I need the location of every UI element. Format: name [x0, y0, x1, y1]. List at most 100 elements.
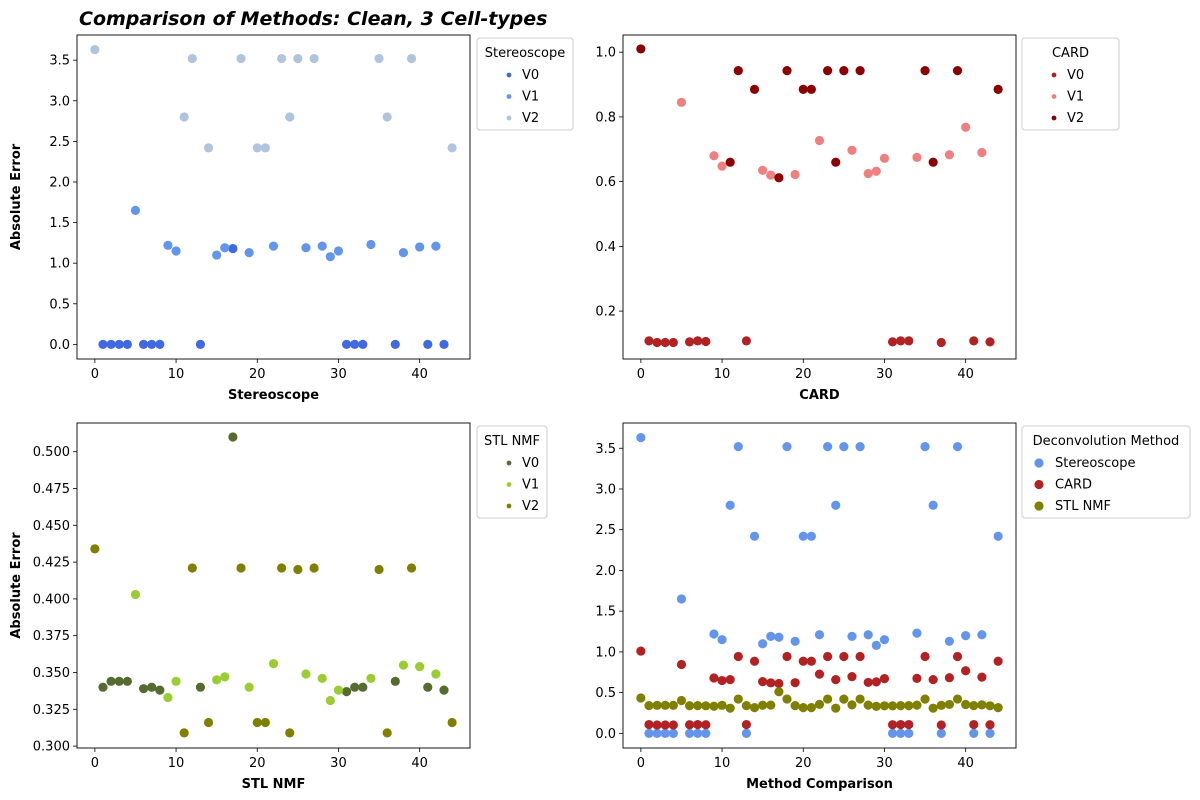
data-point: [863, 700, 873, 710]
data-point: [896, 728, 906, 738]
data-point: [130, 205, 141, 215]
data-point: [961, 122, 971, 132]
data-point: [806, 531, 816, 541]
legend-entry-label: V1: [522, 90, 539, 105]
data-point: [693, 701, 703, 711]
y-tick-label: 0.6: [595, 175, 616, 190]
data-point: [709, 701, 719, 711]
data-point: [341, 687, 352, 697]
y-axis-label: Absolute Error: [9, 143, 24, 250]
legend-frame: [476, 37, 574, 131]
y-tick-label: 3.5: [49, 54, 70, 69]
data-point: [887, 701, 898, 711]
data-point: [138, 684, 149, 694]
data-point: [220, 672, 230, 682]
legend-entry-label: CARD: [1055, 478, 1092, 493]
data-point: [439, 685, 449, 695]
x-tick-label: 10: [714, 756, 731, 771]
data-point: [985, 337, 995, 347]
data-point: [758, 639, 768, 649]
data-point: [782, 694, 792, 704]
legend-entry-label: V2: [522, 111, 539, 126]
data-point: [920, 66, 930, 76]
legend-entry-label: V2: [522, 499, 539, 514]
y-tick-label: 3.5: [595, 442, 616, 457]
data-point: [936, 337, 946, 348]
data-point: [904, 701, 914, 711]
y-tick-label: 2.5: [49, 135, 70, 150]
data-point: [944, 636, 955, 646]
data-point: [325, 695, 335, 706]
x-tick-label: 30: [876, 756, 893, 771]
legend-marker: [506, 482, 512, 487]
data-point: [961, 666, 971, 676]
legend-entry-label: V0: [522, 456, 539, 471]
data-point: [855, 66, 865, 76]
data-point: [684, 728, 695, 738]
data-point: [676, 594, 687, 604]
data-point: [325, 252, 335, 262]
series-v1: [676, 97, 987, 180]
data-point: [741, 728, 752, 738]
y-tick-label: 0.400: [33, 592, 70, 607]
data-point: [114, 676, 124, 686]
series-v1: [130, 589, 441, 706]
data-point: [814, 630, 825, 640]
legend-frame: [476, 425, 548, 519]
data-point: [415, 242, 425, 252]
data-point: [766, 631, 776, 642]
data-point: [236, 53, 246, 64]
data-point: [847, 631, 857, 642]
legend-marker: [506, 503, 512, 509]
x-tick-label: 0: [91, 756, 99, 771]
data-point: [431, 669, 441, 679]
data-point: [717, 700, 727, 710]
data-point: [155, 339, 165, 349]
series-v0: [98, 243, 449, 349]
x-tick-label: 20: [249, 756, 266, 771]
data-point: [358, 682, 368, 692]
data-point: [195, 339, 206, 349]
data-point: [977, 700, 987, 710]
data-point: [993, 84, 1003, 94]
data-point: [301, 243, 311, 253]
data-point: [268, 241, 279, 251]
plot-frame: [622, 34, 1017, 360]
y-tick-label: 0.8: [595, 110, 616, 125]
data-point: [90, 45, 100, 55]
data-point: [717, 635, 727, 645]
legend-entry-label: V1: [522, 478, 539, 493]
x-tick-label: 20: [249, 367, 266, 382]
data-point: [660, 720, 670, 730]
data-point: [382, 112, 392, 122]
data-point: [952, 651, 963, 662]
data-point: [839, 442, 849, 452]
data-point: [993, 656, 1003, 666]
data-point: [644, 701, 654, 711]
data-point: [644, 728, 654, 738]
data-point: [896, 719, 906, 730]
chart-stl-nmf: 0 10 20 30 40 0.300 0.325 0.350 0.375 0.400 0.425 0…: [9, 422, 548, 792]
x-tick-label: 10: [168, 756, 185, 771]
legend: CARD V0 V1 V2: [1021, 37, 1120, 131]
data-point: [252, 717, 262, 728]
data-point: [944, 699, 955, 710]
data-point: [636, 646, 646, 656]
data-point: [977, 630, 987, 640]
data-point: [398, 660, 409, 670]
data-point: [798, 84, 808, 94]
data-point: [847, 145, 857, 155]
data-point: [374, 564, 384, 575]
data-point: [701, 336, 711, 347]
data-point: [701, 701, 711, 711]
data-point: [709, 629, 719, 639]
x-tick-label: 30: [330, 756, 347, 771]
data-point: [920, 694, 930, 704]
data-point: [814, 699, 825, 709]
data-point: [644, 336, 654, 346]
data-point: [847, 700, 857, 710]
legend-entry-label: V0: [1067, 68, 1084, 83]
data-point: [709, 151, 719, 161]
data-point: [668, 337, 678, 348]
